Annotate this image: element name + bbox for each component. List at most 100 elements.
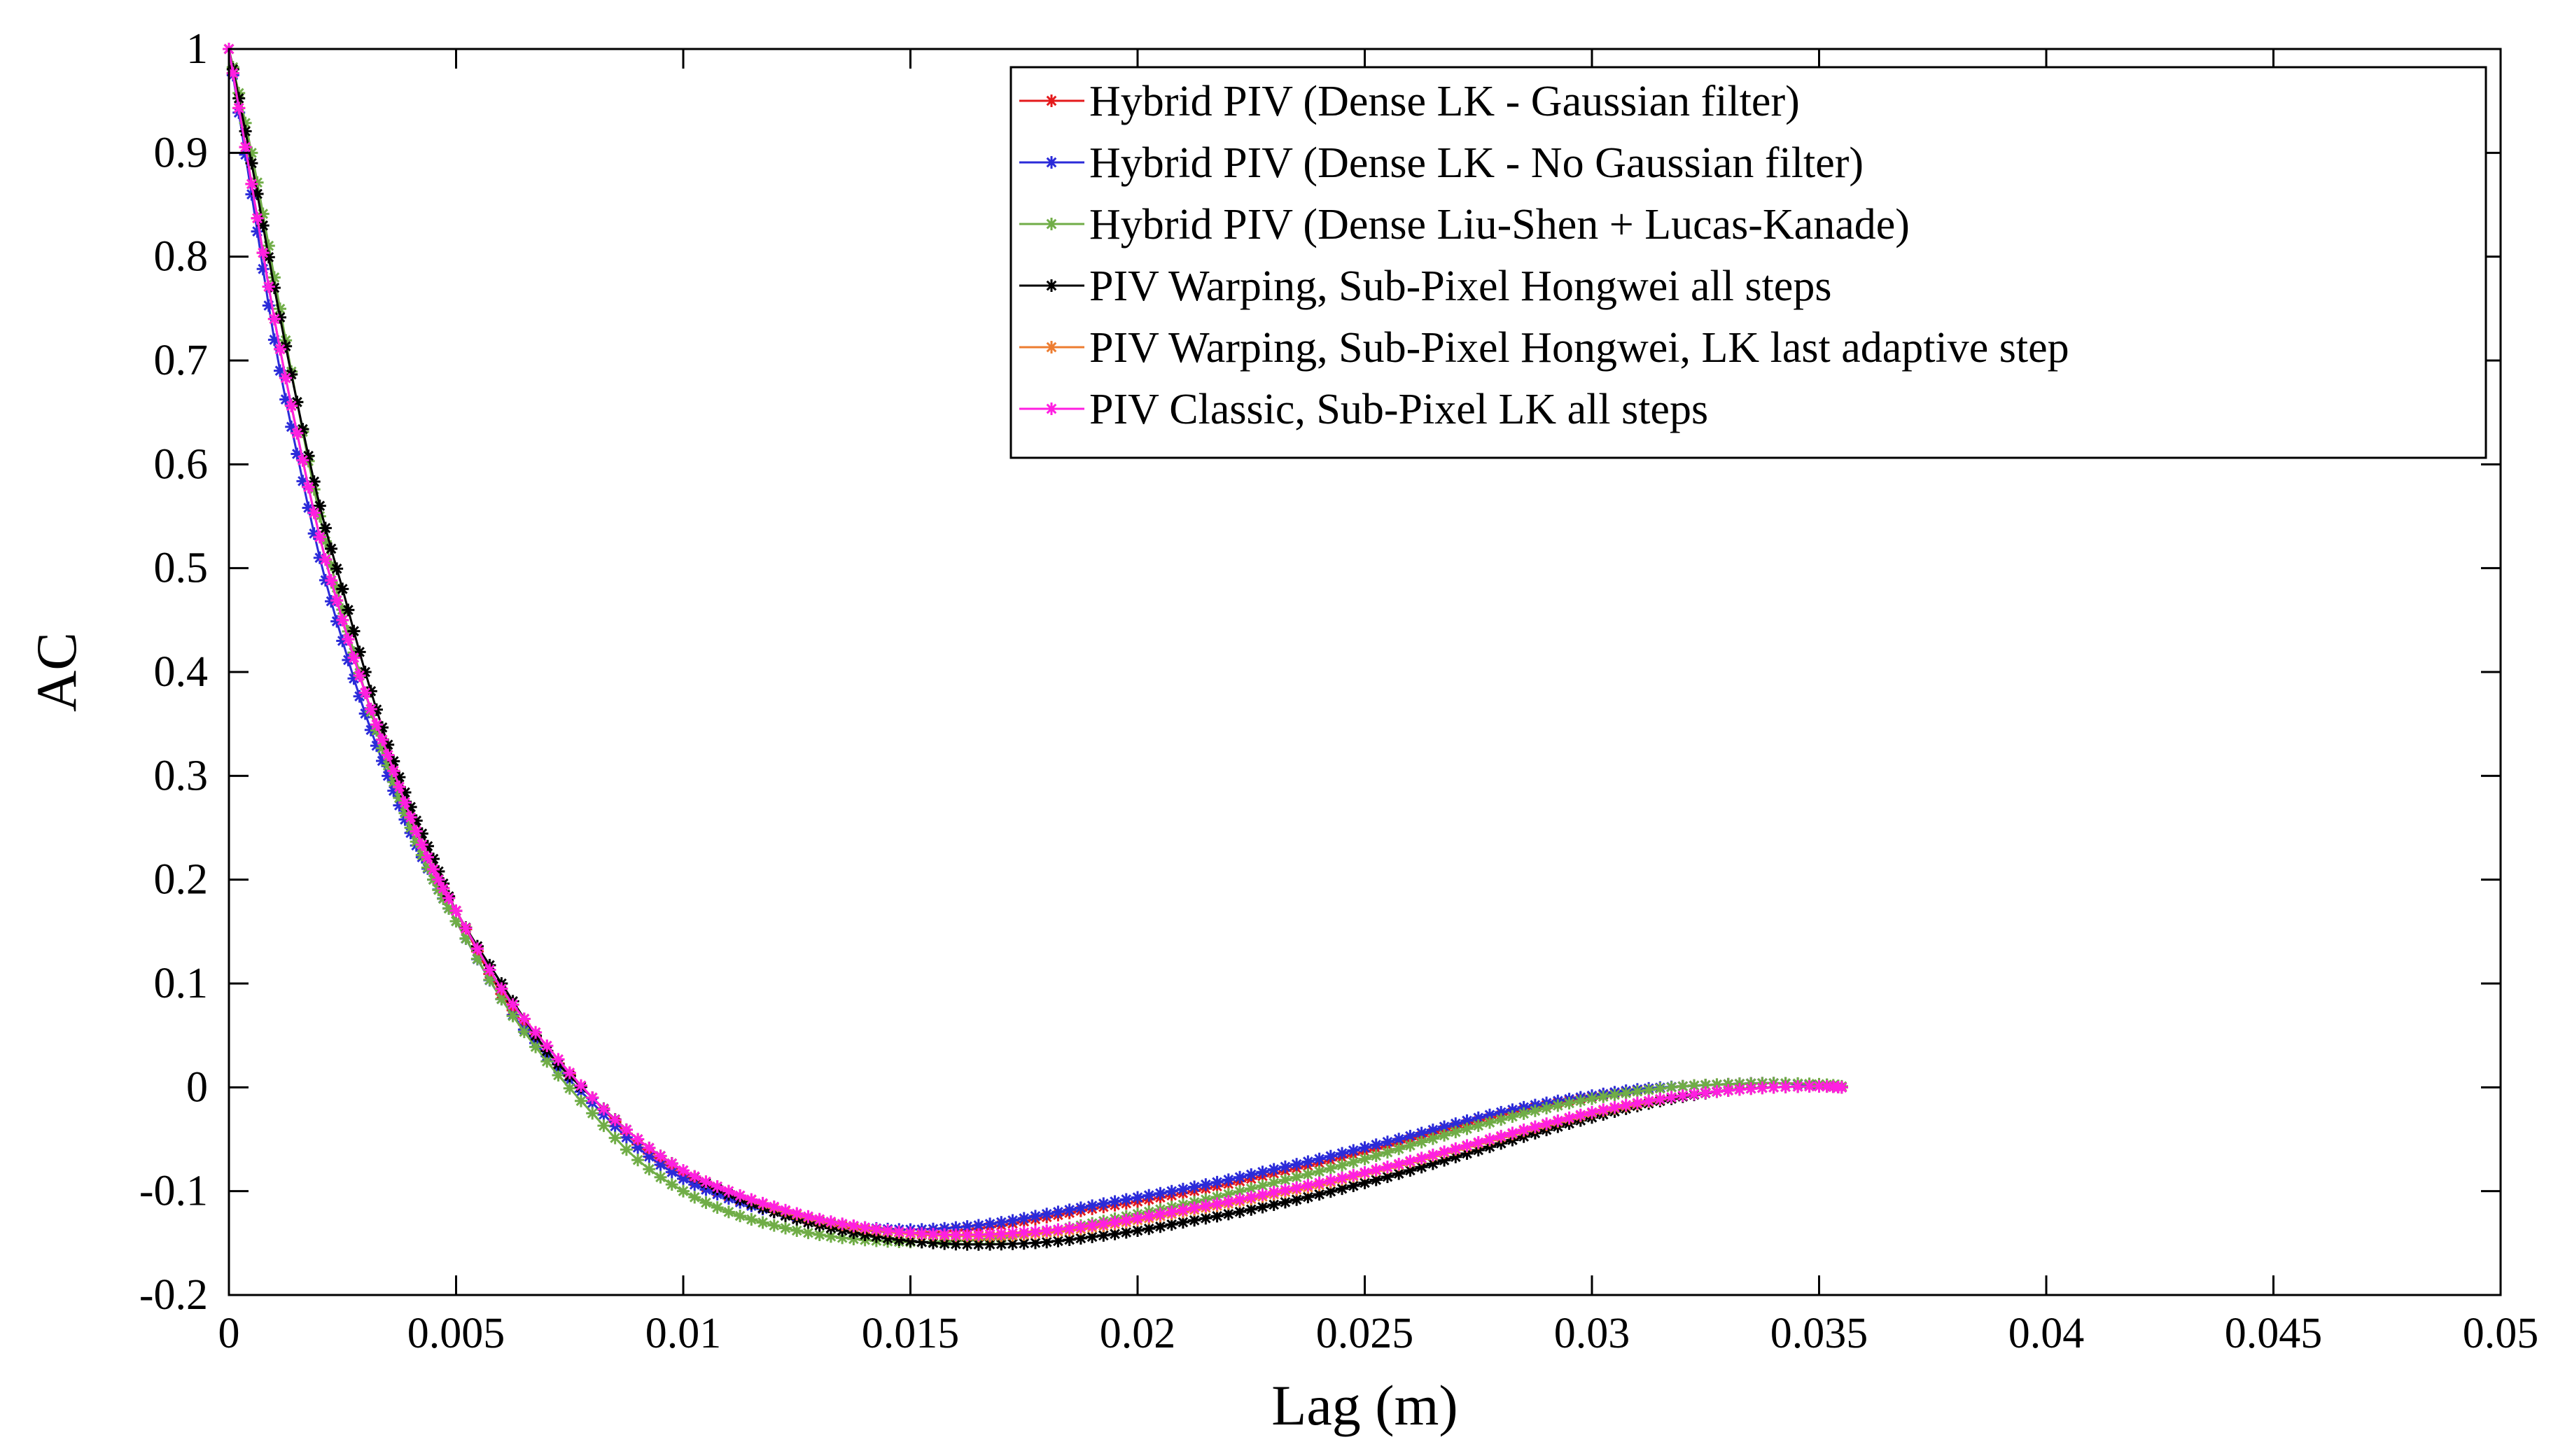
data-point: [1176, 1203, 1189, 1217]
data-point: [239, 141, 252, 154]
legend-marker: [1045, 94, 1058, 107]
data-point: [699, 1175, 713, 1189]
data-point: [1256, 1188, 1269, 1201]
data-point: [1210, 1197, 1224, 1210]
legend-item: Hybrid PIV (Dense LK - No Gaussian filte…: [1019, 139, 1864, 187]
data-point: [1721, 1084, 1735, 1097]
y-tick-label: 0.4: [154, 648, 209, 696]
data-point: [495, 982, 508, 995]
data-point: [938, 1228, 951, 1241]
data-point: [1438, 1145, 1451, 1158]
data-point: [597, 1119, 610, 1133]
data-point: [1051, 1205, 1065, 1219]
x-tick-label: 0.03: [1554, 1310, 1630, 1357]
data-point: [1642, 1094, 1656, 1107]
data-point: [1347, 1144, 1360, 1157]
data-point: [370, 718, 383, 732]
data-point: [1086, 1199, 1099, 1212]
legend-label: Hybrid PIV (Dense Liu-Shen + Lucas-Kanad…: [1089, 201, 1910, 248]
data-point: [1381, 1170, 1394, 1184]
data-point: [1278, 1183, 1292, 1196]
data-point: [665, 1178, 678, 1191]
legend-label: Hybrid PIV (Dense LK - Gaussian filter): [1089, 78, 1800, 125]
data-point: [1086, 1230, 1099, 1243]
x-tick-label: 0.02: [1100, 1310, 1176, 1357]
data-point: [1676, 1089, 1689, 1102]
data-point: [597, 1102, 610, 1116]
legend-label: Hybrid PIV (Dense LK - No Gaussian filte…: [1089, 139, 1864, 187]
data-point: [1142, 1210, 1156, 1223]
data-point: [1097, 1228, 1110, 1242]
data-point: [1040, 1208, 1054, 1221]
data-point: [1619, 1086, 1633, 1100]
legend-item: Hybrid PIV (Dense LK - Gaussian filter): [1019, 78, 1800, 125]
data-point: [342, 633, 355, 646]
data-point: [1381, 1146, 1394, 1159]
data-point: [1051, 1223, 1065, 1236]
data-point: [1313, 1176, 1326, 1189]
data-point: [319, 553, 332, 566]
data-point: [1278, 1160, 1292, 1173]
data-point: [960, 1228, 974, 1241]
data-point: [442, 892, 456, 905]
data-point: [1188, 1201, 1201, 1214]
data-point: [279, 372, 293, 385]
data-point: [353, 669, 366, 682]
data-point: [376, 733, 389, 746]
data-point: [358, 686, 372, 699]
x-tick-label: 0.025: [1316, 1310, 1414, 1357]
data-point: [1097, 1197, 1110, 1210]
data-point: [330, 594, 344, 607]
data-point: [398, 796, 412, 809]
data-point: [1301, 1168, 1315, 1181]
data-point: [313, 499, 326, 512]
legend-item: PIV Warping, Sub-Pixel Hongwei, LK last …: [1019, 324, 2069, 372]
data-point: [1108, 1215, 1121, 1228]
data-point: [302, 480, 315, 493]
data-point: [995, 1216, 1008, 1229]
data-point: [1165, 1218, 1178, 1231]
data-point: [1017, 1226, 1030, 1239]
data-point: [387, 764, 400, 778]
data-point: [1506, 1126, 1519, 1140]
data-point: [1176, 1182, 1189, 1196]
data-point: [1563, 1096, 1576, 1110]
data-point: [984, 1228, 997, 1241]
data-point: [1336, 1182, 1349, 1196]
x-tick-label: 0: [218, 1310, 240, 1357]
data-point: [1142, 1189, 1156, 1202]
data-point: [1245, 1182, 1258, 1196]
legend-item: PIV Classic, Sub-Pixel LK all steps: [1019, 386, 1708, 433]
data-point: [756, 1196, 769, 1210]
data-point: [688, 1170, 701, 1183]
x-tick-label: 0.035: [1770, 1310, 1868, 1357]
series-layer: [223, 43, 1848, 1251]
data-point: [1006, 1214, 1019, 1227]
data-point: [1688, 1088, 1701, 1101]
data-point: [1017, 1212, 1030, 1225]
data-point: [483, 973, 496, 986]
data-point: [459, 922, 473, 935]
data-point: [734, 1210, 747, 1223]
data-point: [563, 1066, 576, 1079]
data-point: [1528, 1120, 1542, 1133]
data-point: [1495, 1113, 1508, 1126]
data-point: [1597, 1090, 1610, 1103]
legend-box: [1009, 66, 2487, 459]
data-point: [665, 1157, 678, 1170]
y-tick-label: 0.5: [154, 545, 209, 592]
data-point: [1369, 1138, 1383, 1152]
data-point: [517, 1012, 531, 1026]
data-point: [1688, 1079, 1701, 1092]
data-point: [1506, 1110, 1519, 1124]
data-point: [643, 1163, 656, 1176]
data-point: [325, 542, 338, 555]
data-point: [262, 280, 275, 293]
data-point: [1028, 1225, 1042, 1238]
series-6: [223, 43, 1848, 1241]
data-point: [529, 1026, 543, 1039]
data-point: [347, 624, 361, 638]
y-tick-label: 0.2: [154, 856, 209, 904]
data-point: [232, 102, 246, 115]
data-point: [1540, 1102, 1553, 1114]
